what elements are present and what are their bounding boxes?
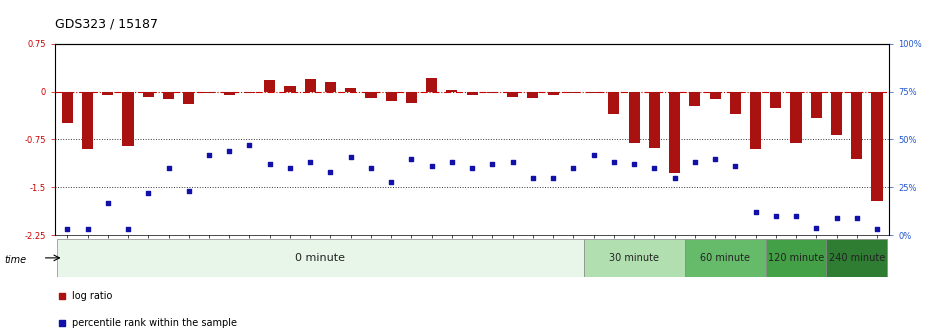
Bar: [507, 92, 518, 97]
Point: [607, 160, 622, 165]
Bar: [143, 92, 154, 97]
Point: [586, 152, 601, 158]
Bar: [729, 92, 741, 114]
Point: [647, 166, 662, 171]
Point: [808, 225, 824, 230]
Bar: [102, 92, 113, 95]
Bar: [770, 92, 782, 108]
Bar: [446, 90, 457, 92]
Bar: [826, 239, 887, 277]
Text: 0 minute: 0 minute: [296, 253, 345, 263]
Point: [566, 166, 581, 171]
Bar: [528, 92, 538, 98]
Point: [525, 175, 540, 180]
Bar: [62, 92, 73, 124]
Point: [424, 164, 439, 169]
Bar: [123, 92, 133, 146]
Text: 120 minute: 120 minute: [768, 253, 825, 263]
Bar: [649, 92, 660, 148]
Bar: [304, 79, 316, 92]
Bar: [386, 92, 397, 101]
Point: [546, 175, 561, 180]
Bar: [406, 92, 417, 103]
Text: GDS323 / 15187: GDS323 / 15187: [55, 17, 158, 30]
Bar: [82, 92, 93, 149]
Bar: [831, 92, 843, 135]
Bar: [790, 92, 802, 143]
Bar: [685, 239, 766, 277]
Point: [485, 162, 500, 167]
Bar: [609, 92, 619, 114]
Bar: [325, 82, 336, 92]
Bar: [57, 239, 584, 277]
Text: 60 minute: 60 minute: [700, 253, 750, 263]
Point: [343, 154, 359, 159]
Text: time: time: [5, 255, 27, 265]
Point: [100, 200, 115, 205]
Bar: [584, 239, 685, 277]
Text: percentile rank within the sample: percentile rank within the sample: [72, 318, 237, 328]
Point: [444, 160, 459, 165]
Bar: [750, 92, 761, 149]
Text: log ratio: log ratio: [72, 291, 112, 301]
Bar: [689, 92, 701, 106]
Bar: [629, 92, 640, 143]
Bar: [811, 92, 822, 118]
Point: [141, 191, 156, 196]
Point: [121, 227, 136, 232]
Point: [869, 227, 884, 232]
Point: [728, 164, 743, 169]
Point: [80, 227, 95, 232]
Bar: [709, 92, 721, 99]
Point: [708, 156, 723, 161]
Bar: [223, 92, 235, 95]
Point: [60, 227, 75, 232]
Bar: [345, 88, 357, 92]
Point: [404, 156, 419, 161]
Point: [161, 166, 176, 171]
Point: [222, 148, 237, 154]
Bar: [568, 92, 579, 93]
Bar: [766, 239, 826, 277]
Point: [302, 160, 318, 165]
Bar: [670, 92, 680, 173]
Point: [322, 169, 338, 175]
Point: [748, 210, 764, 215]
Bar: [467, 92, 477, 95]
Point: [383, 179, 398, 184]
Point: [262, 162, 278, 167]
Point: [282, 166, 298, 171]
Bar: [184, 92, 194, 104]
Point: [363, 166, 378, 171]
Point: [181, 188, 196, 194]
Point: [627, 162, 642, 167]
Point: [829, 215, 844, 221]
Bar: [204, 92, 215, 93]
Point: [505, 160, 520, 165]
Text: 30 minute: 30 minute: [610, 253, 659, 263]
Bar: [163, 92, 174, 99]
Bar: [588, 92, 599, 93]
Bar: [243, 92, 255, 93]
Bar: [548, 92, 558, 95]
Point: [55, 320, 70, 325]
Bar: [487, 92, 498, 93]
Point: [55, 293, 70, 298]
Bar: [426, 78, 437, 92]
Point: [667, 175, 682, 180]
Bar: [871, 92, 883, 201]
Bar: [284, 86, 296, 92]
Point: [788, 213, 804, 219]
Point: [202, 152, 217, 158]
Text: 240 minute: 240 minute: [828, 253, 885, 263]
Bar: [264, 80, 275, 92]
Point: [688, 160, 703, 165]
Point: [242, 142, 257, 148]
Point: [464, 166, 479, 171]
Point: [849, 215, 864, 221]
Bar: [365, 92, 377, 98]
Bar: [851, 92, 863, 159]
Point: [768, 213, 784, 219]
